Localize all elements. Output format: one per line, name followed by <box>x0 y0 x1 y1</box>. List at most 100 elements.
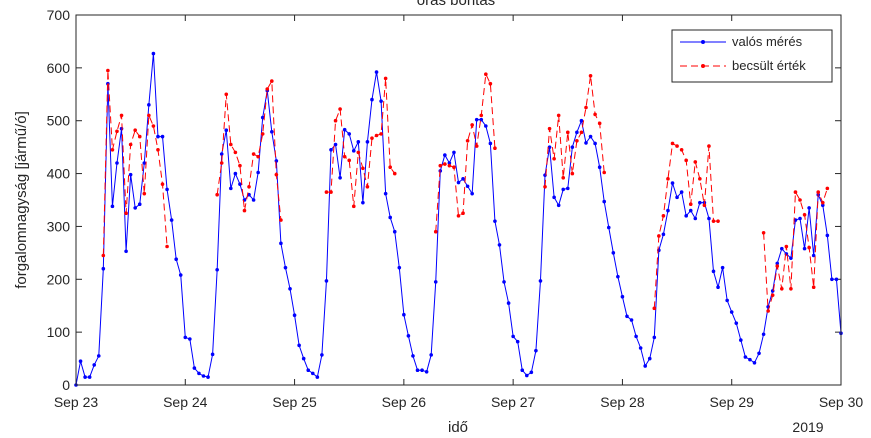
x-tick-label: Sep 27 <box>491 394 536 410</box>
y-tick-labels: 0 100 200 300 400 500 600 700 <box>47 7 71 393</box>
estimated-series-point <box>165 244 169 249</box>
measured-series-point <box>201 374 206 378</box>
estimated-series-point <box>133 128 137 133</box>
estimated-series-point <box>229 142 233 147</box>
estimated-series-point <box>329 190 333 194</box>
measured-series-point <box>670 181 675 185</box>
measured-series-point <box>834 277 839 282</box>
measured-series-point <box>83 375 87 379</box>
estimated-series-point <box>156 147 160 152</box>
measured-series-point <box>115 161 119 165</box>
measured-series-point <box>411 354 415 358</box>
measured-series-point <box>315 375 320 379</box>
measured-series-point <box>661 232 666 237</box>
x-tick-label: Sep 26 <box>382 394 427 410</box>
measured-series-point <box>798 216 802 221</box>
estimated-series-point <box>379 132 383 136</box>
measured-series-point <box>292 313 297 318</box>
measured-series-point <box>87 375 92 379</box>
estimated-series-point <box>793 190 798 194</box>
measured-series-point <box>306 368 311 373</box>
estimated-series-point <box>693 160 698 164</box>
measured-series-point <box>233 171 238 176</box>
estimated-series-point <box>657 234 661 238</box>
x-tick-label: Sep 25 <box>272 394 317 410</box>
estimated-series-point <box>215 192 219 197</box>
measured-series-point <box>206 375 210 379</box>
x-tick-label: Sep 23 <box>54 394 99 410</box>
legend-box <box>671 29 833 83</box>
measured-series-point <box>561 187 566 192</box>
measured-series-point <box>383 191 388 196</box>
estimated-series-point <box>807 245 811 250</box>
estimated-series-point <box>789 287 793 291</box>
estimated-series-point <box>224 92 229 97</box>
measured-series-point <box>310 371 315 376</box>
estimated-series-point <box>151 124 156 128</box>
measured-series-point <box>666 208 670 213</box>
estimated-series-point <box>279 218 283 222</box>
estimated-series-point <box>825 186 830 191</box>
measured-series-point <box>470 191 474 196</box>
estimated-series-point <box>575 139 579 143</box>
x-tick-labels: Sep 23 Sep 24 Sep 25 Sep 26 Sep 27 Sep 28 Sep … <box>54 394 864 410</box>
measured-series-point <box>110 204 115 209</box>
estimated-series-point <box>493 146 497 150</box>
measured-series-point <box>174 257 178 262</box>
measured-series-point <box>538 279 543 283</box>
measured-series-point <box>534 348 538 353</box>
legend: valós mérés becsült érték <box>671 29 833 83</box>
measured-series-point <box>452 150 456 155</box>
estimated-series-point <box>392 171 397 176</box>
estimated-series-point <box>561 176 566 180</box>
estimated-series-line <box>102 70 168 256</box>
measured-series-point <box>283 265 288 270</box>
measured-series-point <box>260 115 265 120</box>
estimated-series-point <box>251 152 256 156</box>
measured-series-point <box>433 280 438 284</box>
estimated-series-point <box>702 203 707 208</box>
measured-series-point <box>575 130 579 135</box>
measured-series-point <box>789 256 793 260</box>
estimated-series-point <box>593 112 597 117</box>
estimated-series-point <box>361 166 365 171</box>
estimated-series-point <box>238 163 242 168</box>
estimated-series-point <box>356 150 361 155</box>
estimated-series-point <box>820 200 825 205</box>
measured-series-point <box>429 353 433 357</box>
measured-series-point <box>807 206 811 210</box>
estimated-series-point <box>543 184 547 189</box>
measured-series-point <box>584 141 588 145</box>
measured-series-point <box>420 368 424 373</box>
measured-series-point <box>698 200 702 205</box>
measured-series-point <box>333 142 338 147</box>
estimated-series-point <box>119 113 124 118</box>
measured-series-point <box>688 208 693 213</box>
legend-label-estimated: becsült érték <box>732 58 806 73</box>
measured-series-point <box>579 118 584 123</box>
measured-series-point <box>734 321 739 325</box>
measured-series-point <box>593 141 597 146</box>
estimated-series-point <box>233 150 238 155</box>
estimated-series-point <box>552 156 556 161</box>
estimated-series-point <box>456 214 461 218</box>
measured-series-point <box>192 366 197 370</box>
measured-series-point <box>820 203 825 208</box>
measured-series-point <box>256 170 260 175</box>
estimated-series-point <box>707 144 711 148</box>
y-tick-label: 100 <box>47 324 71 340</box>
measured-series-point <box>351 149 356 153</box>
estimated-series-point <box>570 171 575 176</box>
estimated-series-point <box>256 154 260 159</box>
measured-series-point <box>693 216 698 221</box>
measured-series-point <box>356 140 361 144</box>
measured-series-point <box>716 285 720 290</box>
measured-series-point <box>643 364 647 368</box>
y-tick-label: 400 <box>47 166 71 182</box>
estimated-series-point <box>324 190 329 194</box>
estimated-series-point <box>106 68 110 73</box>
estimated-series-point <box>675 144 679 148</box>
measured-series-point <box>147 103 151 107</box>
estimated-series-point <box>565 130 570 135</box>
